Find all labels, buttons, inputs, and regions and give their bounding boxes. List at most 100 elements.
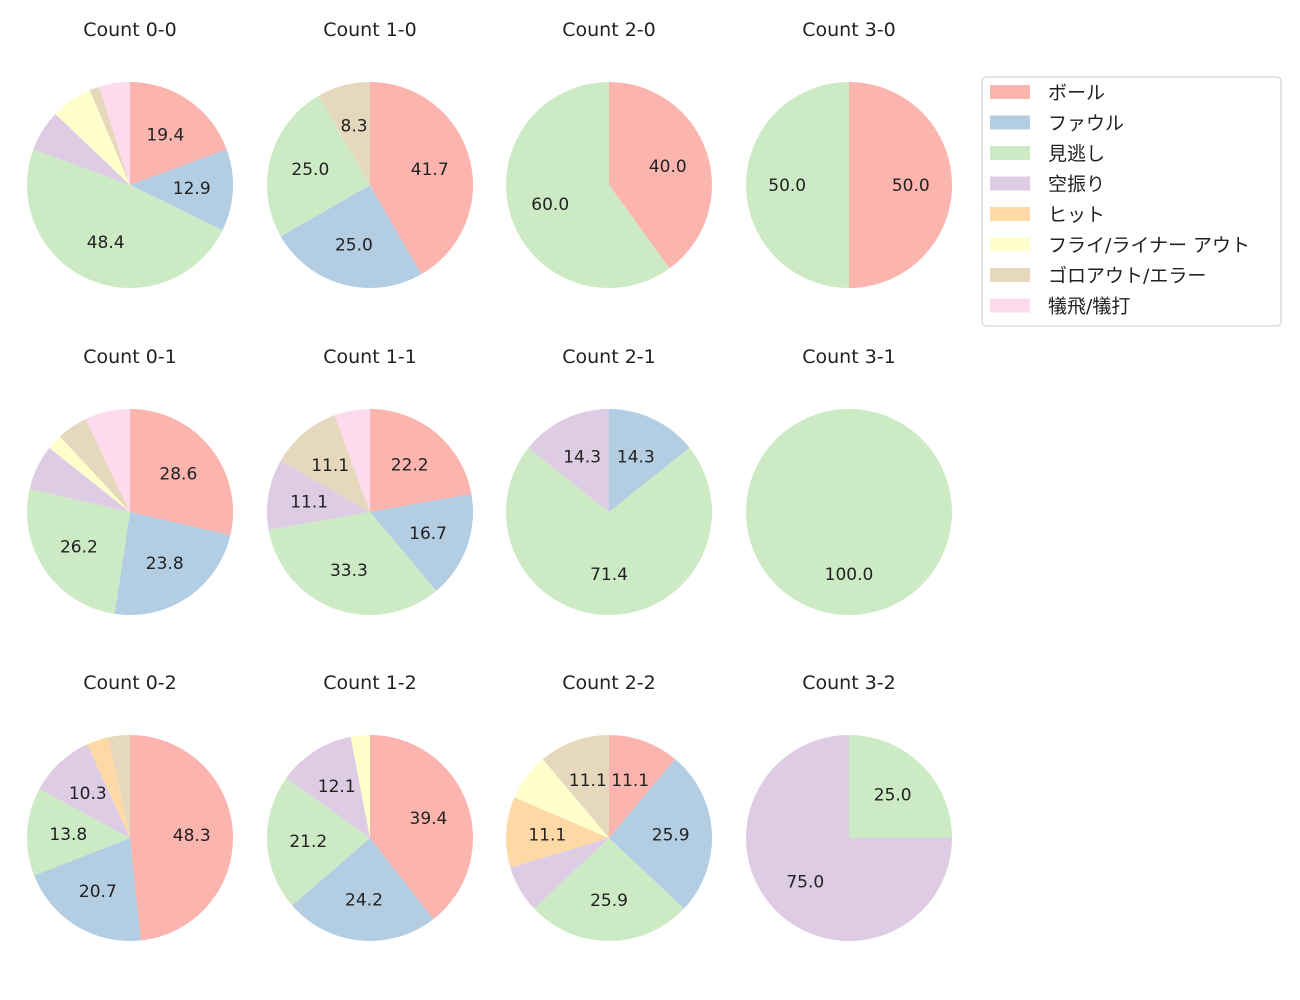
slice-label: 25.9 [652,825,690,845]
pie-count-2-2: Count 2-211.125.925.911.111.1 [506,672,712,941]
pie-count-2-0: Count 2-0 40.0 60.0 [506,19,713,288]
legend-swatch [990,85,1030,99]
slice-2 [266,778,370,906]
pie-title: Count 2-0 [562,19,656,41]
slice-3 [746,735,952,941]
pie-title: Count 3-1 [802,346,896,368]
legend-label: ファウル [1048,113,1124,135]
pie-count-0-1: Count 0-1 28.6 23.8 26.2 [26,346,234,615]
slice-label: 12.1 [318,777,356,797]
slice-label: 100.0 [825,565,874,585]
slice-label: 39.4 [410,809,448,829]
legend-label: 空振り [1048,174,1105,196]
legend-swatch [990,207,1030,221]
slice-label: 23.8 [146,554,184,574]
pie-count-2-1: Count 2-1 14.3 71.4 14.3 [506,346,712,615]
slice-label: 22.2 [391,456,429,476]
pie-count-1-0: Count 1-0 41.7 25.0 25.0 8.3 [267,19,474,289]
slice-2 [27,149,223,288]
slice-label: 16.7 [409,524,447,544]
slice-1 [609,759,712,909]
pie-count-1-2: Count 1-2 39.4 24.2 21.2 12.1 [266,672,473,942]
legend-swatch [990,115,1030,130]
slice-4 [506,797,609,868]
slice-label: 12.9 [173,179,211,199]
legend-swatch [990,176,1030,191]
pie-title: Count 2-2 [562,672,656,694]
slice-0 [370,735,473,920]
slice-label: 21.2 [289,832,327,852]
slice-7 [334,409,370,512]
legend-label: ゴロアウト/エラー [1048,265,1206,287]
slice-2 [26,488,130,614]
slice-2 [534,838,684,941]
pie-title: Count 0-2 [83,672,177,694]
legend-swatch [990,268,1030,282]
slice-2 [849,735,952,838]
slice-5 [55,90,130,185]
pie-count-3-0: Count 3-0 50.0 50.0 [746,19,952,288]
slice-6 [59,419,131,512]
legend-label: 犠飛/犠打 [1048,296,1130,318]
slice-label: 14.3 [563,447,601,467]
slice-2 [746,82,849,288]
slice-label: 60.0 [531,195,569,215]
slice-label: 10.3 [69,784,107,804]
slice-2 [746,409,952,615]
slice-label: 24.2 [345,891,383,911]
slice-2 [268,512,437,615]
pie-title: Count 0-0 [83,19,177,41]
slice-label: 25.0 [291,160,329,180]
slice-5 [350,735,370,838]
slice-label: 28.6 [159,465,197,485]
slice-6 [89,86,130,185]
pie-title: Count 3-2 [802,672,896,694]
slice-label: 11.1 [290,492,328,512]
slice-1 [130,149,233,231]
legend-label: ボール [1048,82,1105,104]
slice-7 [99,82,130,185]
slice-label: 14.3 [617,447,655,467]
slice-3 [29,447,130,512]
slice-label: 13.8 [49,825,87,845]
slice-label: 25.0 [335,236,373,256]
slice-0 [130,82,227,185]
pie-count-1-1: Count 1-1 22.2 16.7 33.3 11.1 11.1 [267,346,474,615]
slice-label: 33.3 [330,561,368,581]
slice-label: 40.0 [649,157,687,177]
slice-6 [108,735,130,838]
slice-0 [849,82,952,288]
slice-6 [542,735,609,838]
slice-0 [609,82,713,269]
pie-title: Count 0-1 [83,346,177,368]
slice-3 [33,113,130,185]
slice-0 [609,735,676,838]
slice-label: 26.2 [60,538,98,558]
slice-2 [26,789,130,876]
slice-5 [49,436,131,512]
pie-title: Count 3-0 [802,19,896,41]
slice-1 [280,185,422,289]
legend-swatch [990,298,1030,313]
pie-title: Count 1-1 [323,346,417,368]
slice-5 [514,759,609,838]
pie-title: Count 1-2 [323,672,417,694]
legend-label: フライ/ライナー アウト [1048,235,1250,257]
pie-title: Count 2-1 [562,346,656,368]
slice-3 [39,744,130,838]
slice-1 [292,838,434,942]
slice-label: 41.7 [411,160,449,180]
slice-label: 25.0 [874,785,912,805]
pie-count-3-2: Count 3-2 25.0 75.0 [746,672,952,941]
slice-4 [87,737,130,838]
slice-label: 48.4 [87,233,125,253]
slice-label: 11.1 [311,456,349,476]
slice-0 [130,409,234,536]
slice-label: 50.0 [768,176,806,196]
legend-swatch [990,237,1030,252]
legend-label: ヒット [1048,204,1105,226]
slice-3 [510,838,609,909]
legend-label: 見逃し [1048,143,1105,165]
slice-label: 25.9 [590,891,628,911]
